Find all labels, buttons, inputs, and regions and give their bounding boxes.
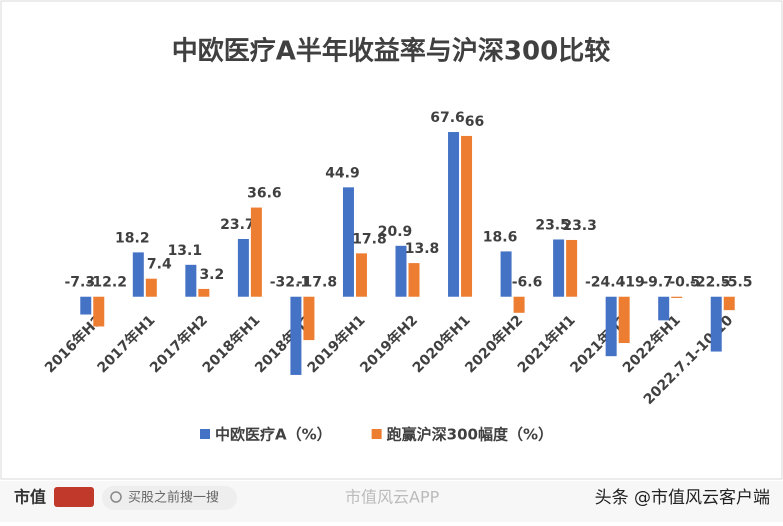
data-label: 3.2 (199, 267, 224, 283)
brand: 市值 (14, 488, 46, 507)
data-label: 36.6 (247, 186, 282, 202)
bar (618, 296, 630, 344)
data-label: 18.6 (483, 229, 518, 245)
attribution: 头条 @市值风云客户端 (595, 488, 770, 508)
data-label: -17.8 (297, 275, 337, 291)
data-label: -5.5 (722, 275, 753, 291)
data-label: -22.5 (690, 275, 730, 291)
search-icon (110, 491, 122, 503)
data-label: -0.5 (669, 275, 700, 291)
bar (500, 251, 512, 297)
bar (303, 296, 315, 341)
data-label: 7.4 (147, 257, 172, 273)
bar (513, 296, 525, 313)
search-box[interactable] (102, 486, 237, 510)
legend-swatch (200, 429, 210, 439)
data-label: 13.1 (168, 243, 203, 259)
bar (461, 135, 473, 297)
bar (671, 296, 683, 298)
data-label: 23.5 (535, 217, 570, 233)
data-label: 17.8 (352, 231, 387, 247)
data-label: 13.8 (405, 241, 440, 257)
bar (710, 296, 722, 352)
bar (93, 296, 105, 327)
bar (553, 239, 565, 297)
data-label: 66 (465, 114, 484, 130)
bar (395, 245, 407, 297)
legend-swatch (371, 429, 382, 439)
data-label: -9.7 (642, 275, 673, 291)
bar (250, 207, 262, 297)
bar (132, 252, 144, 297)
data-label: -6.6 (512, 275, 543, 291)
bar (80, 296, 92, 315)
bar (185, 264, 197, 297)
bar (723, 296, 735, 311)
search-text[interactable]: 买股之前搜一搜 (128, 490, 219, 506)
bar (342, 187, 354, 297)
chart-title: 中欧医疗A半年收益率与沪深300比较 (172, 36, 610, 67)
chart-frame (0, 0, 783, 480)
watermark: 市值风云APP (345, 488, 440, 507)
data-label: 44.9 (325, 165, 360, 181)
data-label: 67.6 (430, 110, 465, 126)
data-label: 18.2 (115, 230, 150, 246)
legend-label: 中欧医疗A（%） (215, 426, 332, 444)
data-label: 23.7 (220, 217, 255, 233)
data-label: -12.2 (87, 275, 127, 291)
data-label: -32.1 (270, 275, 310, 291)
bar (145, 278, 157, 297)
bar (658, 296, 670, 321)
bar (237, 238, 249, 297)
data-label: 23.3 (562, 218, 597, 234)
bar (355, 253, 367, 297)
bar (408, 263, 420, 297)
bar (566, 239, 578, 297)
data-label: -19 (620, 275, 645, 291)
data-label: -24.4 (585, 275, 626, 291)
bar (290, 296, 302, 375)
bar (198, 288, 210, 297)
bar (605, 296, 617, 357)
bar (448, 132, 460, 297)
data-label: 20.9 (378, 224, 413, 240)
legend-label: 跑赢沪深300幅度（%） (387, 426, 553, 444)
brand-logo (54, 487, 94, 507)
data-label: -7.3 (64, 275, 95, 291)
